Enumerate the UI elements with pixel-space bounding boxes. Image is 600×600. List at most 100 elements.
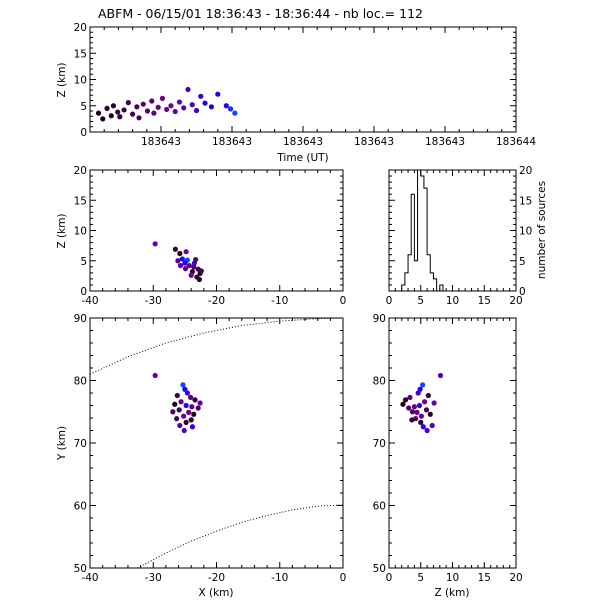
- z-y-point: [407, 394, 413, 400]
- z-y-point: [418, 413, 424, 419]
- x-z-points: [152, 241, 204, 283]
- time-z-point: [100, 116, 106, 122]
- x-y-point: [186, 409, 192, 415]
- x-y-xtick-label: -30: [145, 572, 162, 584]
- z-y-point: [406, 405, 412, 411]
- x-y-xlabel: X (km): [198, 587, 233, 599]
- x-y-ticks: 50 60 70 80 90 -40 -30 -20 -10 0: [74, 313, 347, 584]
- x-y-point: [183, 419, 189, 425]
- x-y-point: [192, 397, 198, 403]
- figure-title: ABFM - 06/15/01 18:36:43 - 18:36:44 - nb…: [98, 6, 423, 21]
- x-z-xtick-label: -20: [208, 295, 225, 307]
- time-z-point: [232, 110, 238, 116]
- time-z-point: [110, 103, 117, 109]
- x-z-point: [196, 276, 203, 283]
- time-z-point: [140, 101, 146, 107]
- x-y-point: [188, 417, 194, 423]
- time-z-points: [95, 86, 238, 122]
- time-z-point: [168, 103, 174, 109]
- z-y-xtick-label: 0: [386, 572, 393, 584]
- x-y-range-ring: [137, 504, 344, 569]
- time-z-xtick-label: 183643: [354, 136, 394, 148]
- time-z-point: [215, 91, 221, 97]
- x-z-panel: 0 5 10 15 20 -40 -30 -20 -10 0 Z (km): [56, 165, 346, 307]
- time-z-point: [151, 110, 157, 116]
- x-z-ytick-label: 15: [74, 195, 87, 207]
- x-y-ytick-label: 80: [74, 376, 87, 388]
- z-hist-xtick-label: 0: [386, 295, 393, 307]
- z-y-point: [425, 392, 431, 399]
- x-y-point: [170, 409, 176, 415]
- x-z-ytick-label: 20: [74, 165, 87, 177]
- z-hist-xtick-label: 5: [417, 295, 424, 307]
- time-z-ticks: 0 5 10 15 20 183643 183643 183643 183643 183643 18…: [74, 22, 537, 148]
- time-z-point: [104, 105, 110, 111]
- z-y-point: [429, 422, 435, 429]
- x-y-xtick-label: 0: [340, 572, 347, 584]
- time-z-point: [181, 105, 187, 111]
- x-z-point: [152, 241, 158, 247]
- z-y-xtick-label: 15: [478, 572, 491, 584]
- z-y-point: [402, 397, 409, 403]
- time-z-ytick-label: 15: [74, 48, 87, 60]
- x-y-point: [197, 400, 203, 406]
- x-y-ytick-label: 70: [74, 438, 87, 450]
- z-y-ytick-label: 80: [373, 376, 386, 388]
- z-y-point: [420, 382, 426, 388]
- time-z-point: [159, 95, 166, 101]
- x-z-point: [177, 262, 184, 269]
- z-y-point: [437, 372, 444, 379]
- z-hist-xtick-label: 10: [446, 295, 459, 307]
- x-y-point: [189, 404, 195, 410]
- x-y-point: [180, 382, 186, 388]
- x-z-xtick-label: -30: [145, 295, 162, 307]
- z-y-point: [416, 402, 423, 409]
- z-hist-xtick-label: 15: [478, 295, 491, 307]
- z-y-point: [423, 407, 430, 413]
- x-y-point: [174, 416, 180, 422]
- z-y-point: [421, 399, 428, 405]
- z-y-ytick-label: 90: [373, 313, 386, 325]
- x-y-range-rings: [89, 317, 344, 569]
- x-z-ytick-label: 5: [80, 256, 87, 268]
- time-z-point: [136, 115, 142, 121]
- x-z-point: [182, 260, 188, 266]
- x-y-xtick-label: -20: [208, 572, 225, 584]
- time-z-point: [185, 86, 191, 93]
- z-y-point: [411, 404, 417, 410]
- time-z-point: [176, 99, 183, 105]
- time-z-point: [117, 114, 123, 120]
- x-y-point: [191, 411, 197, 417]
- time-z-point: [149, 98, 155, 104]
- z-y-xtick-label: 5: [417, 572, 424, 584]
- z-hist-ytick-label: 20: [519, 165, 532, 177]
- x-y-panel: 50 60 70 80 90 -40 -30 -20 -10 0 X (km) Y (km): [56, 313, 346, 599]
- x-z-ylabel: Z (km): [56, 213, 68, 248]
- x-y-point: [152, 372, 158, 379]
- time-z-point: [115, 109, 121, 115]
- x-y-point: [183, 402, 189, 409]
- time-z-point: [144, 108, 151, 114]
- time-z-point: [198, 93, 204, 99]
- z-y-point: [420, 424, 426, 430]
- x-y-range-ring: [89, 317, 344, 375]
- z-y-point: [409, 409, 416, 415]
- x-y-ytick-label: 60: [74, 501, 87, 513]
- x-z-ytick-label: 0: [80, 286, 87, 298]
- z-y-ytick-label: 50: [373, 563, 386, 575]
- time-z-ytick-label: 10: [74, 75, 87, 87]
- x-z-point: [175, 258, 181, 264]
- x-y-point: [195, 405, 201, 411]
- x-y-point: [178, 399, 184, 405]
- x-z-ticks: 0 5 10 15 20 -40 -30 -20 -10 0: [74, 165, 347, 307]
- z-y-panel: 50 60 70 80 90 0 5 10 15 20 Z (km): [373, 313, 523, 599]
- x-z-ytick-label: 10: [74, 226, 87, 238]
- time-z-ylabel: Z (km): [56, 62, 68, 97]
- x-z-xtick-label: -10: [271, 295, 288, 307]
- time-z-point: [108, 113, 114, 119]
- x-y-point: [189, 424, 196, 430]
- z-hist-xtick-label: 20: [509, 295, 522, 307]
